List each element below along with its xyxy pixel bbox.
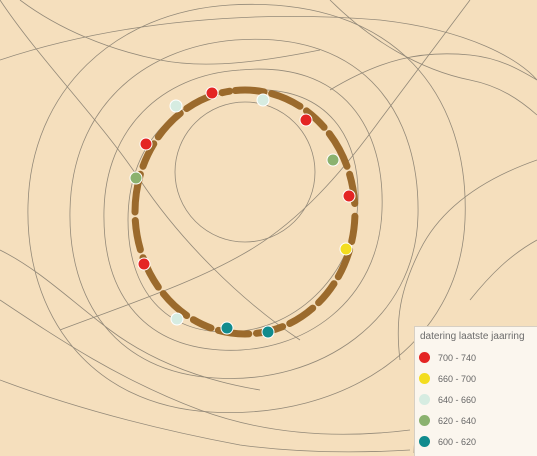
post-segment bbox=[131, 217, 144, 254]
post-segment bbox=[348, 212, 359, 245]
dated-point bbox=[170, 312, 184, 326]
post-segment bbox=[189, 316, 215, 332]
post-segment bbox=[303, 107, 328, 131]
contour-line bbox=[0, 16, 537, 81]
legend-label: 620 - 640 bbox=[438, 415, 477, 426]
legend-swatch bbox=[419, 373, 430, 384]
dated-point bbox=[169, 99, 183, 113]
dated-point bbox=[137, 257, 151, 271]
legend-rows: 700 - 740 660 - 700 640 - 660 620 - 640 600 … bbox=[415, 347, 537, 452]
contour-line bbox=[19, 0, 321, 65]
post-segment bbox=[268, 90, 304, 110]
legend-item: 620 - 640 bbox=[415, 410, 537, 431]
legend-label: 660 - 700 bbox=[438, 373, 477, 384]
dated-point bbox=[326, 153, 340, 167]
dated-point bbox=[299, 113, 313, 127]
post-segment bbox=[231, 86, 268, 96]
dated-point bbox=[261, 325, 275, 339]
dated-point bbox=[256, 93, 270, 107]
contour-line bbox=[0, 299, 411, 435]
post-segment bbox=[218, 87, 234, 97]
legend: datering laatste jaarring 700 - 740 660 -… bbox=[414, 326, 537, 456]
post-segment bbox=[159, 290, 191, 319]
legend-item: 640 - 660 bbox=[415, 389, 537, 410]
dated-points bbox=[129, 86, 356, 339]
legend-swatch bbox=[419, 436, 430, 447]
contour-line bbox=[329, 53, 537, 91]
dated-point bbox=[220, 321, 234, 335]
legend-swatch bbox=[419, 415, 430, 426]
contour-line bbox=[0, 249, 261, 391]
contour-line bbox=[59, 0, 471, 331]
contour-line bbox=[69, 38, 419, 379]
post-segment bbox=[139, 140, 158, 170]
legend-label: 700 - 740 bbox=[438, 352, 477, 363]
legend-swatch bbox=[419, 352, 430, 363]
post-segment bbox=[154, 109, 184, 141]
dated-point bbox=[129, 171, 143, 185]
dated-point bbox=[342, 189, 356, 203]
legend-item: 600 - 620 bbox=[415, 431, 537, 452]
contour-line bbox=[397, 159, 537, 361]
contour-line bbox=[27, 3, 466, 413]
contour-line bbox=[329, 0, 537, 116]
contour-line bbox=[103, 68, 383, 351]
dated-point bbox=[339, 242, 353, 256]
legend-item: 660 - 700 bbox=[415, 368, 537, 389]
dated-point bbox=[205, 86, 219, 100]
legend-label: 640 - 660 bbox=[438, 394, 477, 405]
dated-point bbox=[139, 137, 153, 151]
legend-item: 700 - 740 bbox=[415, 347, 537, 368]
post-segment bbox=[346, 170, 359, 207]
post-segment bbox=[325, 130, 351, 170]
legend-label: 600 - 620 bbox=[438, 436, 477, 447]
post-segment bbox=[286, 304, 317, 327]
post-segment bbox=[315, 280, 338, 307]
contour-line bbox=[469, 239, 537, 301]
inner-contour bbox=[174, 101, 316, 243]
contour-line bbox=[0, 379, 411, 453]
post-segment bbox=[214, 326, 253, 338]
legend-title: datering laatste jaarring bbox=[420, 331, 525, 342]
post-ring bbox=[131, 86, 359, 338]
legend-swatch bbox=[419, 394, 430, 405]
